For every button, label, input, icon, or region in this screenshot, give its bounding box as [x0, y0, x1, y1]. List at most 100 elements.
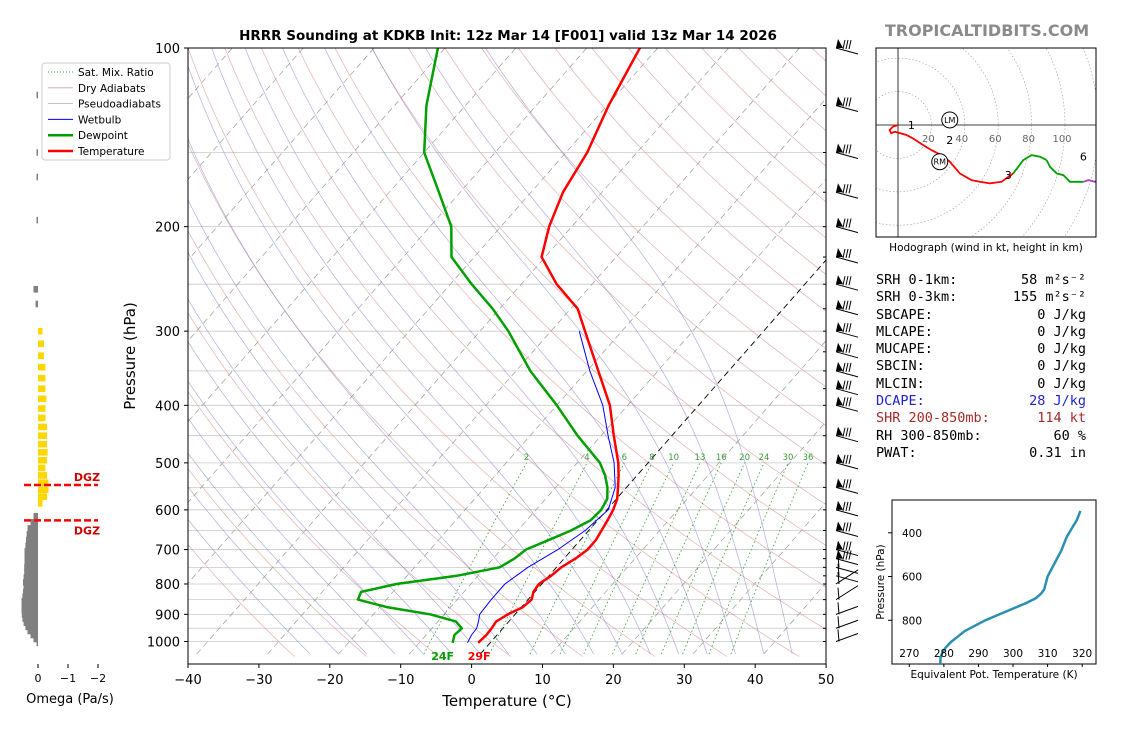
param-row: SHR 200-850mb: 114 kt: [876, 410, 1096, 427]
wind-barb-tick: [849, 363, 851, 372]
pressure-tick-label: 100: [155, 42, 180, 57]
wind-barb-staff: [836, 463, 858, 469]
mixing-ratio-label: 16: [716, 453, 727, 463]
param-row: SBCAPE:0 J/kg: [876, 307, 1096, 324]
omega-bar: [38, 432, 47, 439]
legend-label: Dewpoint: [78, 130, 128, 142]
theta-e-ylabel: Pressure (hPa): [875, 544, 887, 619]
wind-barb-tick: [846, 301, 848, 310]
param-row: SRH 0-1km:58 m²s⁻²: [876, 272, 1096, 289]
wind-barb-tick: [849, 145, 851, 154]
wind-barb-staff: [836, 284, 858, 290]
omega-bar: [38, 340, 44, 347]
dry-adiabat: [225, 48, 799, 657]
hodo-trace: [1083, 178, 1101, 181]
theta-e-ytick-label: 400: [902, 528, 922, 540]
pseudoadiabat: [182, 48, 594, 654]
omega-bar: [36, 301, 38, 308]
x-axis-label: Temperature (°C): [441, 692, 571, 710]
param-value: 155 m²s⁻²: [1013, 289, 1096, 306]
mixing-ratio-line: [584, 463, 674, 654]
legend-label: Sat. Mix. Ratio: [78, 67, 154, 79]
wind-barb-tick: [843, 323, 845, 332]
omega-bar: [38, 424, 47, 431]
param-value: 114 kt: [1037, 410, 1096, 427]
wind-barbs: [823, 39, 858, 664]
omega-xlabel: Omega (Pa/s): [26, 692, 114, 707]
omega-bar: [25, 543, 38, 550]
mixing-ratio-label: 2: [524, 453, 529, 463]
storm-motion-label: RM: [934, 158, 947, 167]
wind-barb-staff: [836, 106, 858, 112]
wind-barb-flag: [836, 97, 843, 106]
wind-barb-tick: [843, 301, 845, 310]
wind-barb-flag: [836, 300, 843, 309]
wind-barb-tick: [843, 344, 845, 353]
omega-tick-label: 0: [35, 672, 42, 685]
wind-barb-tick: [849, 455, 851, 464]
theta-e-xtick-label: 310: [1038, 648, 1058, 660]
wind-barb-flag: [836, 501, 843, 510]
param-label: SRH 0-3km:: [876, 289, 957, 306]
param-label: MUCAPE:: [876, 341, 933, 358]
hodo-trace: [1095, 162, 1113, 182]
wind-barb-tick: [846, 323, 848, 332]
theta-e-xtick-label: 290: [968, 648, 988, 660]
theta-e-frame: [892, 500, 1096, 664]
wind-barb-tick: [843, 219, 845, 228]
param-value: 0 J/kg: [1037, 324, 1096, 341]
y-axis-label: Pressure (hPa): [121, 302, 139, 410]
omega-bar: [38, 364, 46, 371]
wind-barb-tick: [843, 479, 845, 488]
omega-bar: [38, 375, 46, 382]
param-row: MUCAPE: 0 J/kg: [876, 341, 1096, 358]
hodo-ring-label: 100: [1052, 134, 1071, 145]
wind-barb-tick: [849, 428, 851, 437]
dgz-label: DGZ: [74, 471, 100, 484]
wind-barb-tick: [846, 428, 848, 437]
param-value: 0 J/kg: [1037, 341, 1096, 358]
wind-barb-tick: [843, 397, 845, 406]
hodo-height-label: 3: [1005, 169, 1012, 182]
param-label: MLCAPE:: [876, 324, 933, 341]
wind-barb-tick: [838, 602, 839, 614]
mixing-ratio-label: 13: [695, 453, 706, 463]
wind-barb-tick: [849, 381, 851, 390]
wind-barb-tick: [849, 502, 851, 511]
isotherm: [268, 48, 800, 654]
wind-barb-staff: [836, 192, 858, 198]
mixing-ratio-line: [661, 463, 744, 654]
dgz-label: DGZ: [74, 524, 100, 537]
pseudoadiabat: [372, 48, 736, 654]
wind-barb-tick: [846, 276, 848, 285]
temp-tick-label: −40: [174, 673, 201, 688]
hodo-height-label: 9: [1112, 169, 1119, 182]
wind-barb-tick: [838, 630, 839, 642]
wind-barb-staff: [836, 153, 858, 159]
wind-barb-tick: [846, 184, 848, 193]
wind-barb-tick: [846, 98, 848, 107]
wind-barb-flag: [836, 218, 843, 227]
wind-barb-tick: [849, 323, 851, 332]
pressure-tick-label: 800: [155, 578, 180, 593]
param-label: SHR 200-850mb:: [876, 410, 990, 427]
param-label: SBCIN:: [876, 358, 925, 375]
hodo-height-label: 1: [908, 119, 915, 132]
wetbulb-line: [468, 331, 616, 643]
wind-barb-staff: [836, 389, 858, 395]
wind-barb-tick: [843, 502, 845, 511]
wind-barb-tick: [846, 479, 848, 488]
wind-barb-tick: [843, 249, 845, 258]
omega-bar: [37, 149, 39, 156]
temp-tick-label: −10: [387, 673, 414, 688]
param-value: 58 m²s⁻²: [1021, 272, 1096, 289]
param-value: 0 J/kg: [1037, 307, 1096, 324]
wind-barb-tick: [849, 397, 851, 406]
legend-label: Dry Adiabats: [78, 83, 146, 95]
omega-bar: [28, 525, 39, 532]
chart-title: HRRR Sounding at KDKB Init: 12z Mar 14 […: [239, 28, 777, 44]
hodo-caption: Hodograph (wind in kt, height in km): [889, 242, 1083, 254]
wind-barb-tick: [849, 551, 851, 560]
wind-barb-flag: [836, 396, 843, 405]
